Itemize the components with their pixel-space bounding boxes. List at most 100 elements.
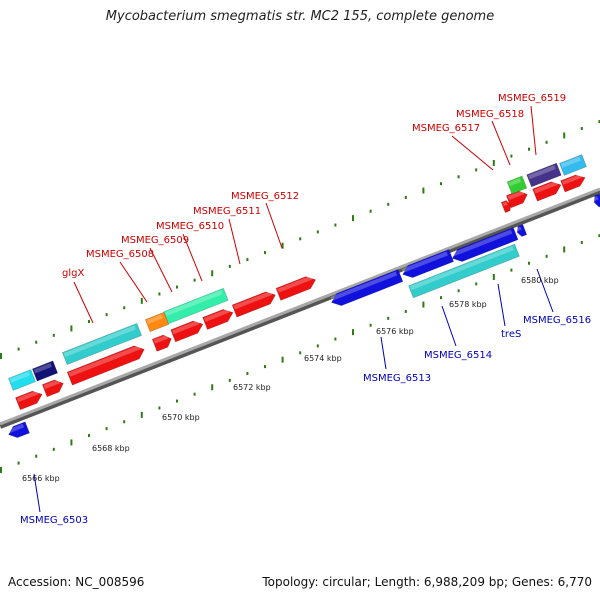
- bottom-tick: [528, 261, 530, 265]
- feature-cyan-tres: [408, 243, 520, 299]
- kbp-label-6570: 6570 kbp: [162, 413, 200, 422]
- top-tick: [0, 353, 2, 359]
- feature-blue-6514b: [451, 227, 519, 262]
- feature-blue-6503-shape: [8, 421, 30, 439]
- top-tick: [598, 120, 600, 124]
- leader-msmeg-6514: [441, 305, 457, 347]
- bottom-tick: [316, 344, 319, 348]
- bottom-tick: [404, 309, 407, 313]
- top-tick: [492, 159, 495, 166]
- feature-blue-6514b-shine: [451, 229, 513, 257]
- top-tick: [352, 215, 354, 222]
- feature-slate-6518-shape: [526, 162, 562, 188]
- feature-red-1-shine: [16, 390, 39, 403]
- map-title: Mycobacterium smegmatis str. MC2 155, co…: [105, 9, 495, 24]
- bottom-tick: [299, 351, 302, 355]
- top-tick: [70, 325, 73, 332]
- feature-red-1: [15, 390, 43, 411]
- bottom-tick: [105, 427, 108, 431]
- top-tick: [123, 306, 126, 310]
- bottom-tick: [264, 365, 266, 369]
- bottom-tick: [17, 461, 20, 465]
- bottom-tick: [422, 301, 425, 308]
- feature-blue-edge-shine: [593, 195, 599, 202]
- feature-slate-6518: [526, 162, 562, 188]
- feature-red-6519: [532, 180, 562, 202]
- gene-label-msmeg-6519: MSMEG_6519: [498, 93, 566, 104]
- bottom-tick: [52, 447, 55, 451]
- feature-red-1-shape: [15, 390, 43, 411]
- feature-red-6519-shape: [532, 181, 562, 202]
- feature-red-6510: [202, 308, 234, 330]
- feature-aqua-1-shine: [9, 371, 30, 383]
- feature-slate-6518-shine: [528, 165, 556, 180]
- feature-blue-edge-shape: [593, 193, 600, 208]
- leader-msmeg-6516: [536, 268, 554, 313]
- kbp-axis-labels: 6566 kbp 6568 kbp 6570 kbp 6572 kbp 6574…: [22, 276, 559, 483]
- bottom-tick: [440, 296, 442, 300]
- feature-red-6511: [231, 290, 276, 318]
- feature-orange-6508: [144, 311, 170, 333]
- leader-msmeg-6519: [530, 105, 537, 156]
- top-tick: [475, 168, 478, 172]
- feature-blue-6514a: [401, 249, 454, 278]
- feature-red-glgx-shine: [68, 344, 141, 377]
- gene-label-msmeg-6512: MSMEG_6512: [231, 191, 299, 202]
- top-tick: [176, 285, 178, 289]
- feature-blue-6503-shine: [7, 423, 25, 434]
- bottom-tick: [158, 406, 161, 410]
- bottom-tick: [457, 289, 460, 293]
- top-tick: [545, 140, 548, 144]
- leader-treS: [497, 283, 506, 327]
- feature-red-6520: [560, 174, 586, 193]
- top-tick: [563, 132, 566, 139]
- genome-summary-text: Topology: circular; Length: 6,988,209 bp…: [262, 575, 592, 589]
- top-tick: [299, 237, 302, 241]
- feature-red-glgx: [66, 344, 145, 386]
- leader-msmeg-6518: [491, 120, 511, 166]
- top-tick: [246, 257, 249, 261]
- feature-blue-6513: [330, 269, 404, 306]
- bottom-tick: [123, 420, 126, 424]
- gene-label-msmeg-6516: MSMEG_6516: [523, 315, 591, 326]
- top-tick: [510, 154, 513, 158]
- top-tick: [440, 182, 442, 186]
- feature-red-6510-shape: [202, 309, 234, 330]
- forward-tick-track: [0, 120, 600, 359]
- leader-msmeg-6517: [451, 135, 494, 171]
- bottom-tick: [352, 329, 354, 336]
- feature-spring-6509-shape: [163, 287, 229, 325]
- top-tick: [264, 251, 266, 255]
- gene-label-msmeg-6517: MSMEG_6517: [412, 123, 480, 134]
- feature-blue-6514a-shine: [401, 251, 448, 273]
- feature-navy-1-shape: [31, 360, 59, 382]
- top-tick: [228, 264, 231, 268]
- leader-glgX: [73, 281, 94, 324]
- feature-orange-6508-shine: [146, 314, 164, 325]
- feature-red-6510-shine: [203, 308, 230, 322]
- bottom-tick: [228, 378, 231, 382]
- top-tick: [193, 278, 196, 282]
- feature-cyan-tres-shape: [408, 243, 520, 299]
- accession-text: Accession: NC_008596: [8, 575, 145, 589]
- bottom-tick: [176, 399, 178, 403]
- leader-msmeg-6509: [149, 247, 173, 293]
- bottom-tick: [598, 234, 600, 238]
- gene-label-msmeg-6510: MSMEG_6510: [156, 221, 224, 232]
- bottom-tick: [580, 241, 583, 245]
- leader-msmeg-6513: [380, 336, 387, 370]
- feature-spring-6509-shine: [165, 290, 223, 317]
- feature-red-6511-shape: [231, 291, 276, 318]
- top-tick: [387, 202, 390, 206]
- top-tick: [211, 270, 214, 277]
- bottom-tick: [193, 392, 196, 396]
- top-tick: [140, 297, 143, 304]
- kbp-label-6566: 6566 kbp: [22, 474, 60, 483]
- feature-aqua-1: [8, 369, 36, 391]
- feature-red-2-shape: [41, 379, 64, 398]
- feature-red-6520-shine: [561, 174, 582, 185]
- gene-label-msmeg-6503: MSMEG_6503: [20, 515, 88, 526]
- feature-aqua-1-shape: [8, 369, 36, 391]
- feature-blue-6514b-shape: [451, 227, 519, 262]
